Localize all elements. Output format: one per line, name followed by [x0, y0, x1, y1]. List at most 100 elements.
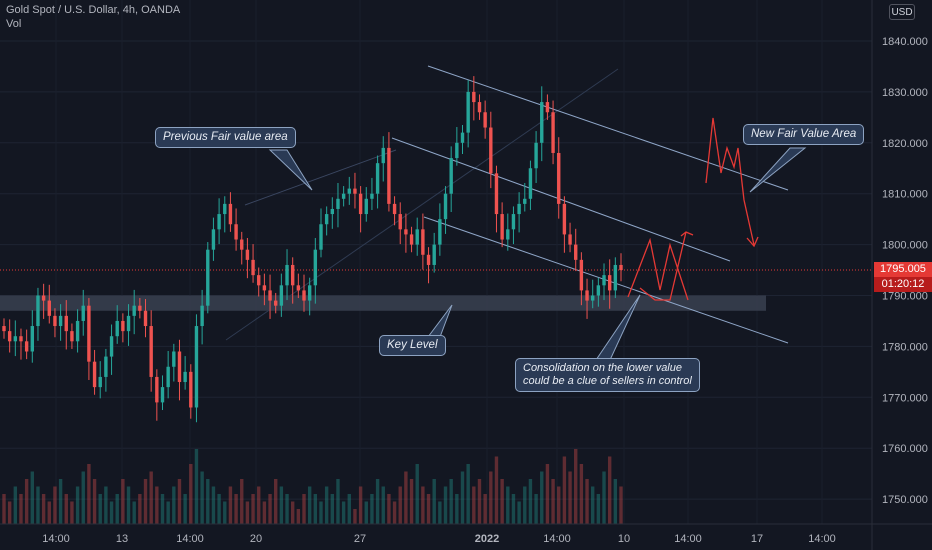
previous-fair-value-note[interactable]: Previous Fair value area — [155, 127, 296, 148]
candle-body — [126, 315, 131, 332]
candle-body — [455, 142, 459, 159]
volume-bar — [404, 471, 408, 524]
candle-body — [268, 290, 272, 301]
volume-bar — [426, 494, 431, 524]
y-tick-label: 1770.000 — [882, 392, 928, 404]
volume-bar — [274, 479, 278, 524]
currency-button[interactable]: USD — [889, 4, 915, 20]
volume-bar — [155, 486, 159, 524]
volume-bar — [590, 486, 595, 524]
candle-body — [517, 203, 521, 215]
candle-body — [500, 214, 504, 240]
volume-bar — [579, 464, 584, 524]
last-price-tag: 1795.005 — [874, 262, 932, 277]
volume-bar — [206, 479, 210, 524]
key-level-note[interactable]: Key Level — [379, 335, 446, 356]
volume-bar — [268, 494, 272, 524]
projection-arrow-2 — [746, 236, 759, 248]
candle-body — [194, 326, 199, 408]
volume-bar — [166, 501, 170, 524]
candle-body — [585, 290, 589, 301]
candle-body — [347, 188, 351, 194]
volume-bar — [2, 494, 6, 524]
candle-body — [472, 91, 476, 103]
candle-body — [41, 295, 46, 301]
y-tick-label: 1760.000 — [882, 443, 928, 455]
candle-body — [132, 305, 136, 316]
candle-body — [81, 305, 85, 321]
volume-bar — [455, 494, 459, 524]
volume-bar — [104, 486, 108, 524]
volume-bar — [568, 471, 572, 524]
volume-bar — [13, 486, 18, 524]
drawings — [268, 117, 807, 361]
candle-body — [404, 229, 408, 235]
volume-bar — [438, 501, 442, 524]
candle-body — [211, 229, 216, 250]
volume-bar — [183, 494, 187, 524]
channel-line — [391, 137, 731, 262]
candle-body — [562, 203, 567, 235]
candle-body — [551, 112, 555, 153]
volume-bar — [58, 479, 63, 524]
candle-body — [534, 142, 538, 169]
candle-body — [415, 229, 419, 245]
candle-body — [290, 264, 295, 286]
volume-bar — [64, 494, 68, 524]
volume-bar — [596, 494, 601, 524]
candle-body — [251, 259, 255, 276]
volume-bar — [330, 494, 335, 524]
candle-body — [421, 229, 425, 255]
price-axis: 1840.000 1830.000 1820.000 1810.000 1800.000… — [871, 0, 928, 550]
candle-body — [483, 112, 487, 128]
volume-bar — [545, 464, 550, 524]
candle-body — [370, 193, 374, 199]
volume-bar — [223, 501, 227, 524]
candle-body — [307, 285, 312, 301]
candle-body — [155, 376, 159, 403]
candle-body — [540, 102, 544, 143]
volume-bar — [449, 479, 453, 524]
volume-bar — [177, 479, 182, 524]
candle-body — [381, 147, 385, 164]
new-fair-value-note[interactable]: New Fair Value Area — [743, 124, 865, 145]
volume-bar — [290, 501, 295, 524]
volume-bar — [126, 486, 131, 524]
candle-body — [568, 234, 572, 245]
volume-bar — [172, 486, 176, 524]
volume-bar — [313, 494, 318, 524]
candle-body — [189, 371, 193, 408]
x-tick-label: 14:00 — [176, 533, 204, 545]
volume-bar — [562, 456, 567, 524]
consolidation-note[interactable]: Consolidation on the lower value could b… — [515, 358, 700, 392]
volume-indicator-label[interactable]: Vol — [6, 18, 22, 30]
volume-bar — [109, 501, 114, 524]
volume-bar — [443, 486, 448, 524]
volume-bar — [285, 494, 289, 524]
candle-body — [574, 244, 578, 260]
volume-bar — [194, 449, 199, 524]
candle-body — [166, 366, 170, 388]
x-tick-label: 10 — [618, 533, 630, 545]
volume-bars — [2, 449, 623, 524]
consolidation-line-2: could be a clue of sellers in control — [523, 375, 692, 387]
candle-body — [217, 214, 221, 230]
volume-bar — [409, 479, 414, 524]
x-tick-label: 27 — [354, 533, 366, 545]
candle-body — [324, 214, 329, 225]
volume-bar — [211, 486, 216, 524]
volume-bar — [30, 471, 35, 524]
x-tick-label: 14:00 — [42, 533, 70, 545]
candle-body — [613, 264, 618, 291]
volume-bar — [466, 464, 470, 524]
candle-body — [24, 341, 29, 352]
volume-bar — [460, 471, 465, 524]
candle-body — [398, 214, 402, 230]
candle-body — [177, 351, 182, 383]
time-axis: 14:00 13 14:00 20 27 2022 14:00 10 14:00 17 14:00 — [0, 523, 932, 545]
projection-path-2 — [639, 231, 687, 301]
volume-bar — [483, 494, 487, 524]
candle-body — [528, 168, 533, 199]
